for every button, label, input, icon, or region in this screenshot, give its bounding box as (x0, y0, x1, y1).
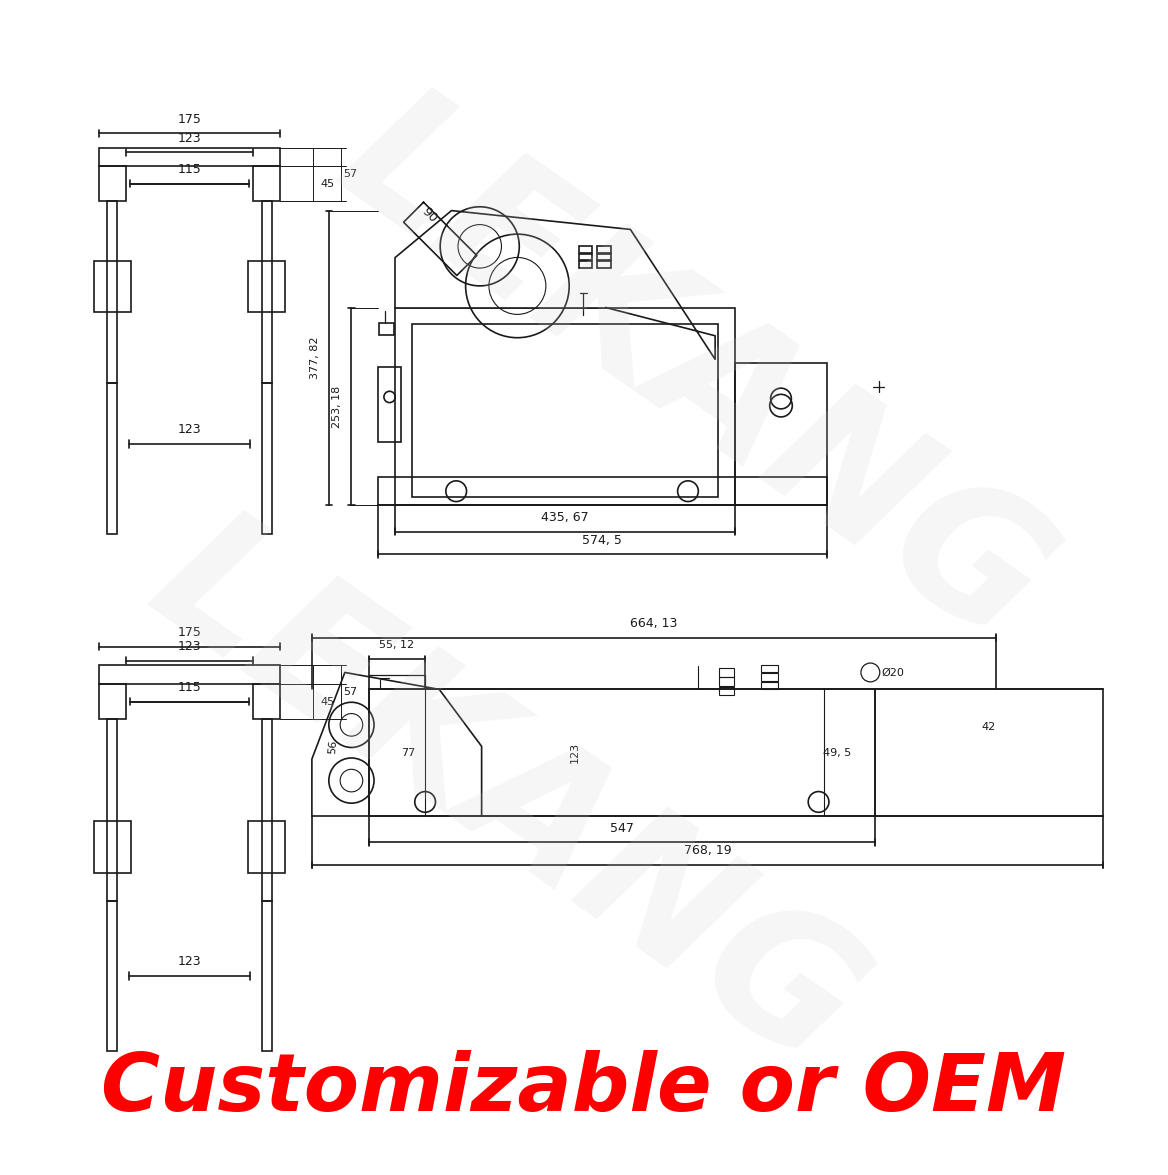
Bar (718, 669, 734, 677)
Bar (760, 665, 778, 672)
Bar (253, 167, 280, 201)
Text: 123: 123 (178, 955, 201, 968)
Bar (249, 261, 285, 313)
Text: 57: 57 (343, 169, 357, 180)
Bar (718, 678, 734, 686)
Text: 123: 123 (178, 423, 201, 436)
Bar (262, 719, 272, 901)
Text: 768, 19: 768, 19 (683, 845, 731, 858)
Text: 175: 175 (178, 626, 201, 639)
Text: LEKANG: LEKANG (120, 491, 890, 1103)
Bar (262, 201, 272, 383)
Text: 115: 115 (178, 163, 201, 176)
Bar (99, 684, 126, 719)
Bar (107, 383, 118, 533)
Bar (412, 324, 718, 497)
Text: 56: 56 (327, 739, 339, 754)
Bar (875, 690, 1103, 817)
Text: 664, 13: 664, 13 (630, 617, 677, 630)
Text: 253, 18: 253, 18 (333, 385, 342, 428)
Bar (598, 254, 611, 261)
Text: 435, 67: 435, 67 (541, 511, 589, 524)
Bar (735, 363, 827, 505)
Text: Ø20: Ø20 (882, 667, 904, 678)
Bar (718, 687, 734, 696)
Bar (99, 167, 126, 201)
Text: 547: 547 (610, 821, 634, 834)
Bar (107, 201, 118, 383)
Bar (95, 821, 131, 873)
Text: 175: 175 (178, 113, 201, 126)
Text: 90: 90 (418, 206, 439, 226)
Text: LEKANG: LEKANG (308, 67, 1078, 680)
Bar (377, 477, 827, 505)
Text: 377, 82: 377, 82 (310, 337, 320, 380)
Bar (378, 323, 394, 335)
Text: 77: 77 (401, 747, 416, 758)
Text: 45: 45 (320, 179, 334, 189)
Bar (377, 367, 402, 442)
Text: 123: 123 (178, 132, 201, 145)
Bar (598, 261, 611, 268)
Text: 123: 123 (178, 640, 201, 653)
Bar (99, 665, 280, 684)
Bar (262, 383, 272, 533)
Bar (107, 901, 118, 1052)
Bar (760, 673, 778, 682)
Text: 57: 57 (343, 687, 357, 697)
Bar (249, 821, 285, 873)
Text: 115: 115 (178, 682, 201, 694)
Text: 45: 45 (320, 697, 334, 706)
Bar (598, 247, 611, 253)
Bar (95, 261, 131, 313)
Text: 42: 42 (982, 723, 996, 732)
Text: 55, 12: 55, 12 (380, 640, 415, 650)
Bar (99, 148, 280, 167)
Text: 123: 123 (570, 743, 579, 764)
Bar (578, 247, 592, 253)
Bar (369, 690, 875, 817)
Text: 49, 5: 49, 5 (823, 747, 851, 758)
Bar (253, 684, 280, 719)
Bar (395, 308, 735, 505)
Text: 574, 5: 574, 5 (583, 533, 623, 546)
Bar (262, 901, 272, 1052)
Text: Customizable or OEM: Customizable or OEM (102, 1050, 1066, 1128)
Bar (107, 719, 118, 901)
Bar (578, 254, 592, 261)
Bar (578, 261, 592, 268)
Bar (760, 682, 778, 690)
